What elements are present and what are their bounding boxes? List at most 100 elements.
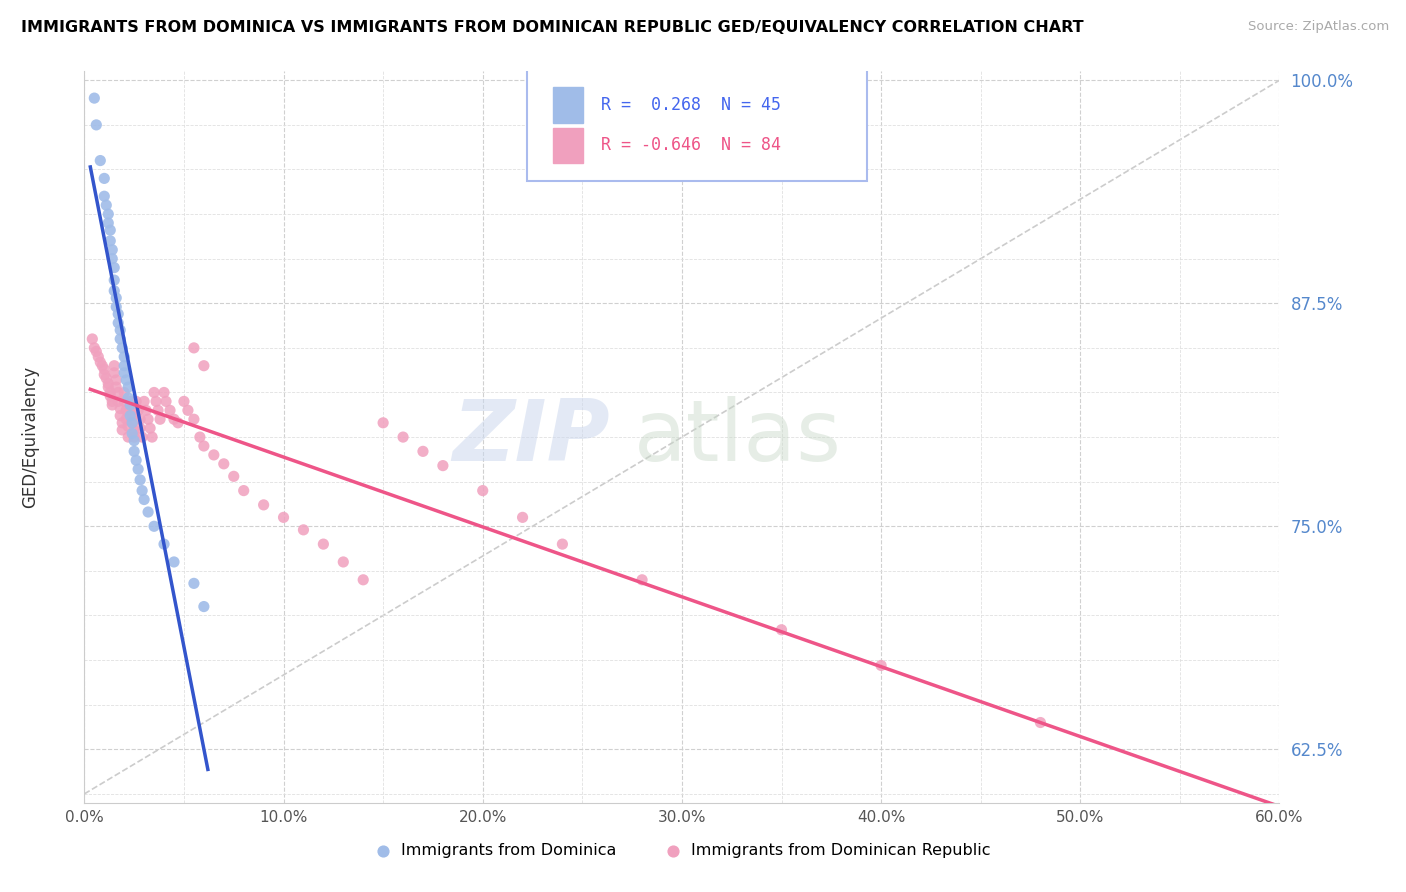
Point <box>155 394 177 409</box>
Point <box>127 462 149 476</box>
Point <box>101 394 124 409</box>
Point <box>98 385 121 400</box>
Point <box>122 423 145 437</box>
Point <box>1029 715 1052 730</box>
Point <box>98 389 121 403</box>
Legend: Immigrants from Dominica, Immigrants from Dominican Republic: Immigrants from Dominica, Immigrants fro… <box>367 837 997 864</box>
Point <box>89 355 111 369</box>
Point <box>120 409 142 423</box>
Point <box>412 444 434 458</box>
Point <box>103 273 125 287</box>
Point <box>105 291 128 305</box>
Text: Source: ZipAtlas.com: Source: ZipAtlas.com <box>1249 20 1389 33</box>
Point <box>86 118 108 132</box>
Point <box>352 573 374 587</box>
Point <box>127 403 149 417</box>
Point <box>163 412 186 426</box>
Point <box>392 430 415 444</box>
Bar <box>553 128 582 163</box>
Point <box>97 207 120 221</box>
Point <box>131 483 153 498</box>
Point <box>177 403 200 417</box>
Point <box>202 448 225 462</box>
Point <box>117 380 139 394</box>
Point <box>129 412 152 426</box>
Point <box>105 373 128 387</box>
Point <box>110 332 132 346</box>
Point <box>332 555 354 569</box>
Point <box>471 483 494 498</box>
Point <box>146 403 169 417</box>
Point <box>183 412 205 426</box>
Point <box>139 421 162 435</box>
FancyBboxPatch shape <box>527 68 868 181</box>
Point <box>82 332 104 346</box>
Point <box>96 198 118 212</box>
Point <box>105 380 128 394</box>
Point <box>97 216 120 230</box>
Point <box>107 385 129 400</box>
Point <box>117 430 139 444</box>
Point <box>122 444 145 458</box>
Point <box>120 398 142 412</box>
Text: ZIP: ZIP <box>453 395 610 479</box>
Point <box>253 498 276 512</box>
Point <box>98 223 121 237</box>
Point <box>120 403 142 417</box>
Point <box>87 350 110 364</box>
Point <box>120 394 142 409</box>
Text: atlas: atlas <box>634 395 842 479</box>
Point <box>193 439 215 453</box>
Text: R =  0.268  N = 45: R = 0.268 N = 45 <box>600 96 780 114</box>
Point <box>83 91 105 105</box>
Point <box>110 409 132 423</box>
Point <box>111 341 134 355</box>
Point <box>103 260 125 275</box>
Point <box>173 394 195 409</box>
Point <box>97 376 120 391</box>
Point <box>141 430 163 444</box>
Point <box>101 398 124 412</box>
Point <box>129 473 152 487</box>
Point <box>91 359 114 373</box>
Point <box>159 403 181 417</box>
Point <box>232 483 254 498</box>
Point <box>132 394 156 409</box>
Point <box>149 412 172 426</box>
Point <box>153 385 176 400</box>
Point <box>145 394 167 409</box>
Point <box>93 189 115 203</box>
Point <box>121 416 143 430</box>
Point <box>111 416 134 430</box>
Point <box>117 419 139 434</box>
Point <box>770 623 793 637</box>
Point <box>631 573 654 587</box>
Text: IMMIGRANTS FROM DOMINICA VS IMMIGRANTS FROM DOMINICAN REPUBLIC GED/EQUIVALENCY C: IMMIGRANTS FROM DOMINICA VS IMMIGRANTS F… <box>21 20 1084 35</box>
Point <box>125 394 148 409</box>
Point <box>86 344 108 359</box>
Point <box>132 492 156 507</box>
Point <box>432 458 454 473</box>
Point <box>112 359 135 373</box>
Point <box>183 576 205 591</box>
Point <box>167 416 190 430</box>
Point <box>121 409 143 423</box>
Point <box>183 341 205 355</box>
Point <box>153 537 176 551</box>
Point <box>551 537 574 551</box>
Point <box>117 391 139 405</box>
Point <box>125 453 148 467</box>
Point <box>107 394 129 409</box>
Bar <box>553 87 582 122</box>
Point <box>121 426 143 441</box>
Point <box>112 366 135 380</box>
Point <box>136 505 159 519</box>
Point <box>103 366 125 380</box>
Point <box>143 385 166 400</box>
Point <box>212 457 235 471</box>
Text: GED/Equivalency: GED/Equivalency <box>21 366 39 508</box>
Point <box>193 359 215 373</box>
Point <box>93 171 115 186</box>
Point <box>83 341 105 355</box>
Point <box>135 403 157 417</box>
